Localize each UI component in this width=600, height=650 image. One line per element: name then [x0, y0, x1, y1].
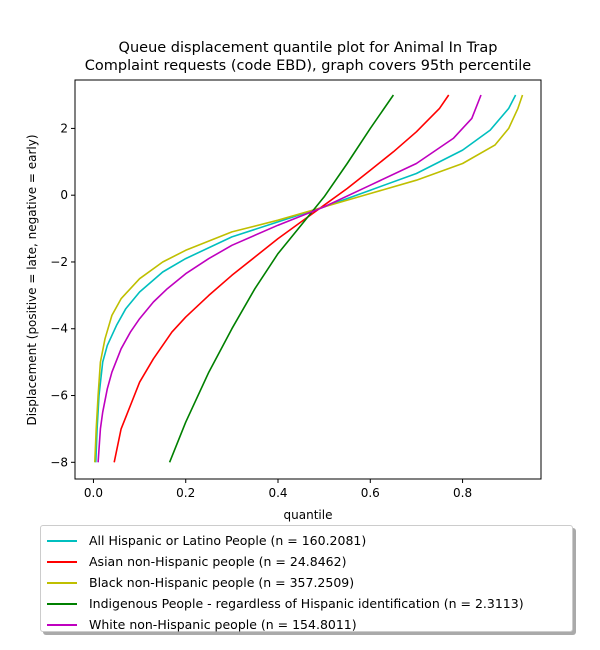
- legend-item: White non-Hispanic people (n = 154.8011): [45, 614, 572, 635]
- legend-item: Asian non-Hispanic people (n = 24.8462): [45, 551, 572, 572]
- y-tick-label: −6: [50, 389, 68, 403]
- legend-label: All Hispanic or Latino People (n = 160.2…: [89, 533, 367, 548]
- y-tick-label: 0: [60, 188, 68, 202]
- legend-label: Indigenous People - regardless of Hispan…: [89, 596, 524, 611]
- x-tick-label: 0.6: [361, 486, 380, 500]
- y-tick-label: −8: [50, 455, 68, 469]
- chart-title-line2: Complaint requests (code EBD), graph cov…: [85, 58, 531, 74]
- y-tick-label: 2: [60, 121, 68, 135]
- legend-swatch: [47, 581, 77, 584]
- legend-swatch: [47, 623, 77, 626]
- plot-frame: [74, 79, 542, 480]
- y-tick-label: −2: [50, 255, 68, 269]
- legend-label: White non-Hispanic people (n = 154.8011): [89, 617, 357, 632]
- series-line-3: [94, 94, 524, 463]
- x-tick-label: 0.4: [268, 486, 287, 500]
- y-tick-label: −4: [50, 322, 68, 336]
- legend-item: All Hispanic or Latino People (n = 160.2…: [45, 530, 572, 551]
- legend: All Hispanic or Latino People (n = 160.2…: [40, 525, 573, 632]
- y-axis-label: Displacement (positive = late, negative …: [25, 134, 39, 425]
- x-tick-label: 0.8: [453, 486, 472, 500]
- chart-title-line1: Queue displacement quantile plot for Ani…: [119, 40, 498, 56]
- x-tick-label: 0.2: [176, 486, 195, 500]
- x-axis-ticks: 0.0 0.2 0.4 0.6 0.8: [84, 479, 472, 500]
- series-line-1: [95, 94, 517, 463]
- plot-area: [74, 79, 542, 480]
- x-tick-label: 0.0: [84, 486, 103, 500]
- series-line-2: [113, 94, 450, 463]
- series-line-4: [168, 94, 395, 463]
- legend-swatch: [47, 539, 77, 542]
- series-line-5: [97, 94, 482, 463]
- legend-swatch: [47, 602, 77, 605]
- legend-swatch: [47, 560, 77, 563]
- legend-item: Indigenous People - regardless of Hispan…: [45, 593, 572, 614]
- series-lines: [94, 94, 524, 463]
- x-axis-label: quantile: [284, 508, 333, 522]
- legend-label: Asian non-Hispanic people (n = 24.8462): [89, 554, 347, 569]
- legend-label: Black non-Hispanic people (n = 357.2509): [89, 575, 355, 590]
- legend-item: Black non-Hispanic people (n = 357.2509): [45, 572, 572, 593]
- y-axis-ticks: −8 −6 −4 −2 0 2: [50, 121, 75, 469]
